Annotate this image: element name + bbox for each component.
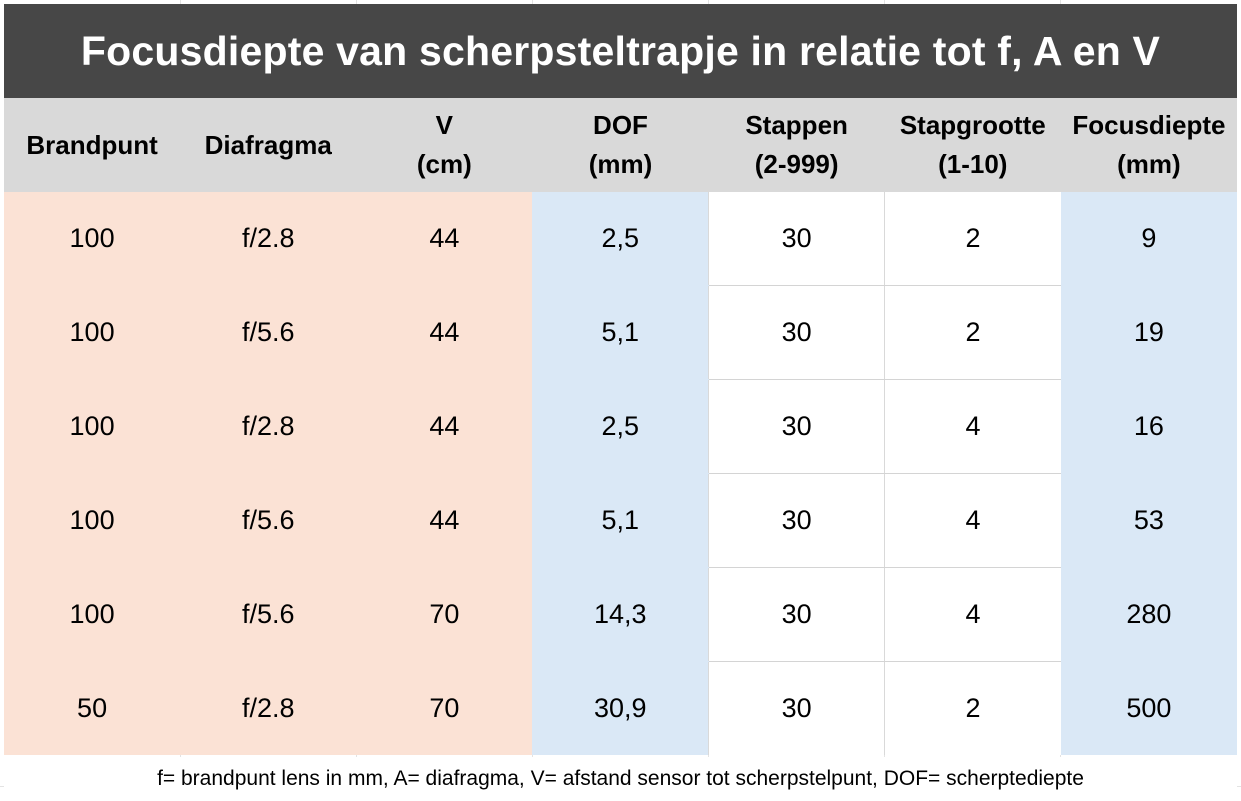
cell-dof[interactable]: 5,1 [532, 285, 709, 380]
cell-stapgrootte[interactable]: 2 [884, 661, 1061, 755]
header-label: Stappen [745, 110, 848, 140]
cell-focusdiepte[interactable]: 19 [1060, 285, 1237, 380]
header-label: DOF [593, 110, 648, 140]
cell-focusdiepte[interactable]: 16 [1060, 379, 1237, 474]
table-row: 100 f/5.6 70 14,3 30 4 280 [4, 567, 1237, 662]
cell-brandpunt[interactable]: 100 [4, 379, 181, 474]
cell-stappen[interactable]: 30 [708, 567, 885, 662]
cell-brandpunt[interactable]: 50 [4, 661, 181, 755]
table-row: 100 f/2.8 44 2,5 30 2 9 [4, 192, 1237, 286]
cell-brandpunt[interactable]: 100 [4, 473, 181, 568]
cell-stapgrootte[interactable]: 4 [884, 379, 1061, 474]
cell-stapgrootte[interactable]: 2 [884, 192, 1061, 286]
cell-focusdiepte[interactable]: 500 [1060, 661, 1237, 755]
header-unit: (1-10) [938, 149, 1008, 179]
cell-dof[interactable]: 2,5 [532, 379, 709, 474]
cell-focusdiepte[interactable]: 280 [1060, 567, 1237, 662]
cell-v[interactable]: 44 [356, 192, 533, 286]
cell-v[interactable]: 44 [356, 473, 533, 568]
header-label: Diafragma [204, 129, 332, 160]
header-stapgrootte[interactable]: Stapgrootte (1-10) [884, 98, 1061, 192]
cell-v[interactable]: 70 [356, 661, 533, 755]
header-unit: (cm) [416, 149, 472, 179]
cell-diafragma[interactable]: f/2.8 [180, 379, 357, 474]
cell-stapgrootte[interactable]: 2 [884, 285, 1061, 380]
header-label: Stapgrootte [899, 110, 1046, 140]
cell-stappen[interactable]: 30 [708, 285, 885, 380]
cell-diafragma[interactable]: f/5.6 [180, 473, 357, 568]
header-unit: (mm) [1117, 149, 1181, 179]
table-row: 100 f/5.6 44 5,1 30 4 53 [4, 473, 1237, 568]
cell-diafragma[interactable]: f/5.6 [180, 567, 357, 662]
header-v[interactable]: V (cm) [356, 98, 533, 192]
footnote-legend: f= brandpunt lens in mm, A= diafragma, V… [4, 757, 1237, 801]
header-focusdiepte[interactable]: Focusdiepte (mm) [1060, 98, 1237, 192]
cell-stappen[interactable]: 30 [708, 661, 885, 755]
header-stappen[interactable]: Stappen (2-999) [708, 98, 885, 192]
cell-dof[interactable]: 14,3 [532, 567, 709, 662]
focus-depth-table: Brandpunt Diafragma V (cm) DOF (mm) Stap… [4, 98, 1237, 755]
cell-diafragma[interactable]: f/2.8 [180, 192, 357, 286]
table-row: 50 f/2.8 70 30,9 30 2 500 [4, 661, 1237, 755]
header-unit: (2-999) [754, 149, 839, 179]
cell-dof[interactable]: 5,1 [532, 473, 709, 568]
table-row: 100 f/5.6 44 5,1 30 2 19 [4, 285, 1237, 380]
cell-dof[interactable]: 30,9 [532, 661, 709, 755]
cell-brandpunt[interactable]: 100 [4, 285, 181, 380]
header-brandpunt[interactable]: Brandpunt [4, 98, 181, 192]
cell-diafragma[interactable]: f/2.8 [180, 661, 357, 755]
table-row: 100 f/2.8 44 2,5 30 4 16 [4, 379, 1237, 474]
cell-brandpunt[interactable]: 100 [4, 567, 181, 662]
cell-stappen[interactable]: 30 [708, 473, 885, 568]
cell-brandpunt[interactable]: 100 [4, 192, 181, 286]
header-row: Brandpunt Diafragma V (cm) DOF (mm) Stap… [4, 98, 1237, 192]
cell-focusdiepte[interactable]: 9 [1060, 192, 1237, 286]
cell-stappen[interactable]: 30 [708, 379, 885, 474]
table-title: Focusdiepte van scherpsteltrapje in rela… [4, 4, 1237, 98]
header-label: Brandpunt [26, 129, 158, 160]
cell-stappen[interactable]: 30 [708, 192, 885, 286]
header-label: Focusdiepte [1072, 110, 1226, 140]
header-label: V [435, 110, 454, 140]
cell-dof[interactable]: 2,5 [532, 192, 709, 286]
header-diafragma[interactable]: Diafragma [180, 98, 357, 192]
cell-v[interactable]: 44 [356, 379, 533, 474]
cell-stapgrootte[interactable]: 4 [884, 567, 1061, 662]
cell-diafragma[interactable]: f/5.6 [180, 285, 357, 380]
header-unit: (mm) [588, 149, 653, 179]
header-dof[interactable]: DOF (mm) [532, 98, 709, 192]
cell-focusdiepte[interactable]: 53 [1060, 473, 1237, 568]
cell-v[interactable]: 70 [356, 567, 533, 662]
cell-stapgrootte[interactable]: 4 [884, 473, 1061, 568]
cell-v[interactable]: 44 [356, 285, 533, 380]
